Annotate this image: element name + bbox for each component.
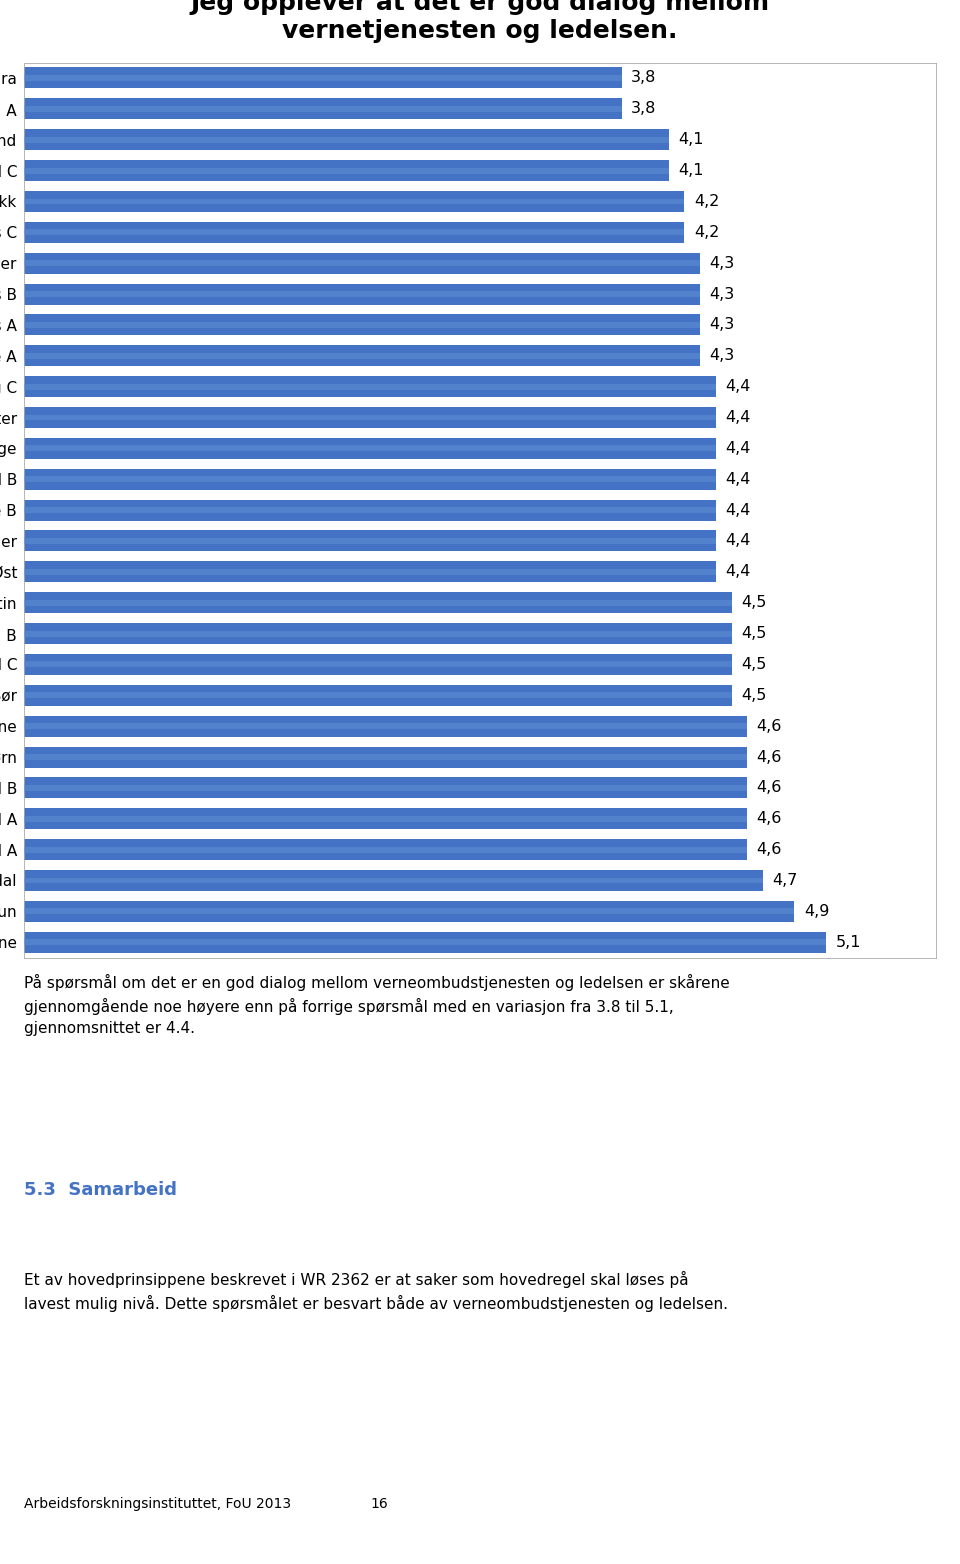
Bar [24,191,684,213]
Bar [24,167,669,174]
Bar [24,530,716,552]
Bar [24,414,716,421]
Bar [24,561,716,582]
Bar [24,716,747,737]
Text: Et av hovedprinsippene beskrevet i WR 2362 er at saker som hovedregel skal løses: Et av hovedprinsippene beskrevet i WR 23… [24,1272,728,1312]
Bar [24,253,700,274]
Bar [24,291,700,297]
Bar [24,754,747,760]
Bar [24,809,747,829]
Text: 5.3  Samarbeid: 5.3 Samarbeid [24,1181,177,1200]
Text: 4,3: 4,3 [709,349,734,363]
Bar [24,130,669,150]
Bar [24,106,621,111]
Bar [24,599,732,605]
Text: 3,8: 3,8 [631,102,657,116]
Text: 4,7: 4,7 [773,873,798,888]
Bar [24,322,700,328]
Text: 4,1: 4,1 [678,133,704,147]
Text: 4,3: 4,3 [709,255,734,271]
Text: 4,5: 4,5 [741,596,766,610]
Bar [24,477,716,482]
Text: 4,6: 4,6 [756,812,782,826]
Text: 4,4: 4,4 [726,565,751,579]
Bar [24,816,747,821]
Bar [24,901,795,921]
Text: 4,3: 4,3 [709,317,734,333]
Bar [24,507,716,513]
Bar [24,438,716,458]
Text: 4,4: 4,4 [726,378,751,394]
Bar [24,723,747,729]
Text: 4,9: 4,9 [804,904,829,920]
Bar [24,136,669,142]
Bar [24,346,700,366]
Bar [24,314,700,335]
Text: 4,4: 4,4 [726,533,751,549]
Bar [24,75,621,81]
Bar [24,870,763,891]
Bar [24,777,747,798]
Bar [24,499,716,521]
Text: 4,6: 4,6 [756,780,782,796]
Text: 4,4: 4,4 [726,441,751,455]
Text: 4,2: 4,2 [694,225,719,239]
Text: 4,1: 4,1 [678,163,704,178]
Bar [24,746,747,768]
Bar [24,569,716,576]
Bar [24,199,684,205]
Bar [24,932,826,952]
Text: 3,8: 3,8 [631,70,657,86]
Bar [24,693,732,698]
Bar [24,383,716,389]
Text: 4,2: 4,2 [694,194,719,210]
Bar [24,222,684,242]
Text: 4,4: 4,4 [726,472,751,486]
Text: 4,3: 4,3 [709,286,734,302]
Text: 4,5: 4,5 [741,626,766,641]
Bar [24,160,669,181]
Bar [24,283,700,305]
Bar [24,654,732,676]
Bar [24,909,795,915]
Bar [24,407,716,429]
Bar [24,99,621,119]
Text: 4,5: 4,5 [741,657,766,673]
Bar [24,593,732,613]
Bar [24,685,732,705]
Text: 4,6: 4,6 [756,841,782,857]
Bar [24,840,747,860]
Text: Arbeidsforskningsinstituttet, FoU 2013: Arbeidsforskningsinstituttet, FoU 2013 [24,1497,291,1511]
Text: På spørsmål om det er en god dialog mellom verneombudstjenesten og ledelsen er s: På spørsmål om det er en god dialog mell… [24,974,730,1037]
Bar [24,377,716,397]
Text: 4,6: 4,6 [756,719,782,734]
Bar [24,67,621,89]
Bar [24,230,684,235]
Bar [24,446,716,452]
Title: Jeg opplever at det er god dialog mellom
vernetjenesten og ledelsen.: Jeg opplever at det er god dialog mellom… [190,0,770,42]
Bar [24,260,700,266]
Bar [24,622,732,644]
Bar [24,940,826,945]
Text: 4,4: 4,4 [726,410,751,425]
Text: 4,4: 4,4 [726,502,751,518]
Text: 5,1: 5,1 [835,935,861,949]
Text: 16: 16 [371,1497,388,1511]
Bar [24,846,747,852]
Bar [24,785,747,791]
Bar [24,469,716,490]
Text: 4,5: 4,5 [741,688,766,702]
Bar [24,353,700,358]
Bar [24,877,763,884]
Bar [24,538,716,544]
Bar [24,630,732,637]
Bar [24,662,732,668]
Text: 4,6: 4,6 [756,749,782,765]
